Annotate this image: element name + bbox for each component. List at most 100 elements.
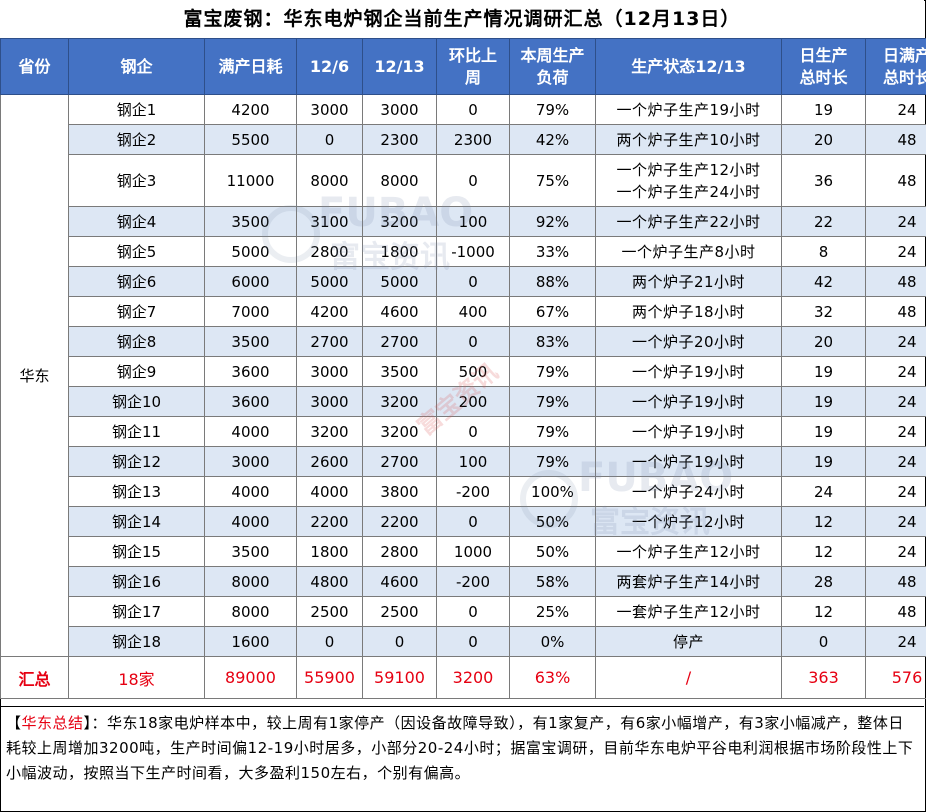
conclusion-box: 【华东总结】：华东18家电炉样本中，较上周有1家停产（因设备故障导致），有1家复…: [0, 706, 924, 790]
company-cell: 钢企9: [68, 356, 205, 387]
full-hours-cell: 24: [865, 94, 926, 125]
status-cell: 两个炉子21小时: [595, 266, 782, 297]
dec6-cell: 4000: [296, 476, 363, 507]
hours-cell: 19: [781, 446, 866, 477]
table-row: 钢企5 5000 2800 1800 -1000 33% 一个炉子生产8小时 8 24: [1, 236, 926, 267]
load-cell: 42%: [509, 124, 596, 155]
table-row: 钢企13 4000 4000 3800 -200 100% 一个炉子24小时 24 24: [1, 476, 926, 507]
hours-cell: 24: [781, 476, 866, 507]
dec13-cell: 2300: [362, 124, 437, 155]
hours-cell: 8: [781, 236, 866, 267]
header-load: 本周生产负荷: [509, 38, 596, 95]
conclusion-bracket-close: 】：: [83, 714, 108, 732]
company-cell: 钢企8: [68, 326, 205, 357]
full-daily-cell: 7000: [204, 296, 297, 327]
full-daily-cell: 8000: [204, 566, 297, 597]
dec13-cell: 0: [362, 626, 437, 657]
dec6-cell: 0: [296, 124, 363, 155]
hours-cell: 0: [781, 626, 866, 657]
status-line: 一套炉子生产12小时: [616, 602, 761, 621]
summary-count-cell: 18家: [68, 656, 205, 699]
full-daily-cell: 8000: [204, 596, 297, 627]
dec13-cell: 3200: [362, 206, 437, 237]
table-row: 华东 钢企1 4200 3000 3000 0 79% 一个炉子生产19小时 19 24: [0, 94, 926, 657]
load-cell: 0%: [509, 626, 596, 657]
summary-full-hours-cell: 576: [865, 656, 926, 699]
header-dec13: 12/13: [362, 38, 437, 95]
status-line: 一个炉子生产24小时: [616, 182, 761, 201]
table-row: 钢企15 3500 1800 2800 1000 50% 一个炉子生产12小时 12 24: [1, 536, 926, 567]
table-row: 钢企7 7000 4200 4600 400 67% 两个炉子18小时 32 48: [1, 296, 926, 327]
table-row: 钢企6 6000 5000 5000 0 88% 两个炉子21小时 42 48: [1, 266, 926, 297]
conclusion-bracket-open: 【: [6, 714, 22, 732]
table-row: 钢企17 8000 2500 2500 0 25% 一套炉子生产12小时 12 48: [1, 596, 926, 627]
dec6-cell: 3200: [296, 416, 363, 447]
status-cell: 一个炉子生产8小时: [595, 236, 782, 267]
dec13-cell: 2200: [362, 506, 437, 537]
load-cell: 67%: [509, 296, 596, 327]
company-cell: 钢企2: [68, 124, 205, 155]
dec6-cell: 2500: [296, 596, 363, 627]
hours-cell: 19: [781, 94, 866, 125]
company-cell: 钢企5: [68, 236, 205, 267]
header-hours: 日生产总时长: [781, 38, 866, 95]
status-cell: 一个炉子24小时: [595, 476, 782, 507]
status-cell: 一个炉子19小时: [595, 386, 782, 417]
change-cell: -200: [436, 566, 510, 597]
page-title: 富宝废钢：华东电炉钢企当前生产情况调研汇总（12月13日）: [0, 0, 924, 39]
load-cell: 50%: [509, 506, 596, 537]
dec13-cell: 5000: [362, 266, 437, 297]
table-row: 钢企16 8000 4800 4600 -200 58% 两套炉子生产14小时 28 48: [1, 566, 926, 597]
company-cell: 钢企12: [68, 446, 205, 477]
dec13-cell: 3500: [362, 356, 437, 387]
company-cell: 钢企3: [68, 154, 205, 207]
change-cell: 500: [436, 356, 510, 387]
full-hours-cell: 24: [865, 206, 926, 237]
dec6-cell: 2600: [296, 446, 363, 477]
table-row: 钢企4 3500 3100 3200 100 92% 一个炉子生产22小时 22 24: [1, 206, 926, 237]
full-daily-cell: 3000: [204, 446, 297, 477]
dec6-cell: 1800: [296, 536, 363, 567]
dec13-cell: 4600: [362, 296, 437, 327]
load-cell: 33%: [509, 236, 596, 267]
table-row: 钢企14 4000 2200 2200 0 50% 一个炉子12小时 12 24: [1, 506, 926, 537]
full-hours-cell: 24: [865, 626, 926, 657]
table-row: 钢企12 3000 2600 2700 100 79% 一个炉子19小时 19 24: [1, 446, 926, 477]
summary-chg-cell: 3200: [436, 656, 510, 699]
hours-cell: 12: [781, 506, 866, 537]
company-cell: 钢企18: [68, 626, 205, 657]
change-cell: 200: [436, 386, 510, 417]
conclusion-text: 华东18家电炉样本中，较上周有1家停产（因设备故障导致），有1家复产，有6家小幅…: [6, 714, 914, 782]
full-hours-cell: 48: [865, 566, 926, 597]
change-cell: 2300: [436, 124, 510, 155]
dec13-cell: 2800: [362, 536, 437, 567]
hours-cell: 19: [781, 416, 866, 447]
company-cell: 钢企15: [68, 536, 205, 567]
status-line: 一个炉子19小时: [631, 392, 746, 411]
company-cell: 钢企11: [68, 416, 205, 447]
load-cell: 88%: [509, 266, 596, 297]
conclusion-label: 华东总结: [21, 714, 84, 732]
header-change: 环比上周: [436, 38, 510, 95]
header-company: 钢企: [68, 38, 205, 95]
table-row: 钢企11 4000 3200 3200 0 79% 一个炉子19小时 19 24: [1, 416, 926, 447]
status-line: 一个炉子19小时: [631, 452, 746, 471]
load-cell: 79%: [509, 416, 596, 447]
province-cell: 华东: [0, 94, 69, 657]
status-cell: 一个炉子生产19小时: [595, 94, 782, 125]
table-row: 钢企18 1600 0 0 0 0% 停产 0 24: [1, 626, 926, 657]
hours-cell: 19: [781, 356, 866, 387]
full-hours-cell: 24: [865, 476, 926, 507]
status-cell: 一个炉子20小时: [595, 326, 782, 357]
hours-cell: 20: [781, 326, 866, 357]
status-cell: 一套炉子生产12小时: [595, 596, 782, 627]
dec6-cell: 4800: [296, 566, 363, 597]
load-cell: 50%: [509, 536, 596, 567]
full-daily-cell: 4200: [204, 94, 297, 125]
status-cell: 一个炉子12小时: [595, 506, 782, 537]
status-line: 一个炉子生产19小时: [616, 100, 761, 119]
status-cell: 一个炉子19小时: [595, 356, 782, 387]
company-cell: 钢企17: [68, 596, 205, 627]
load-cell: 100%: [509, 476, 596, 507]
full-hours-cell: 48: [865, 596, 926, 627]
